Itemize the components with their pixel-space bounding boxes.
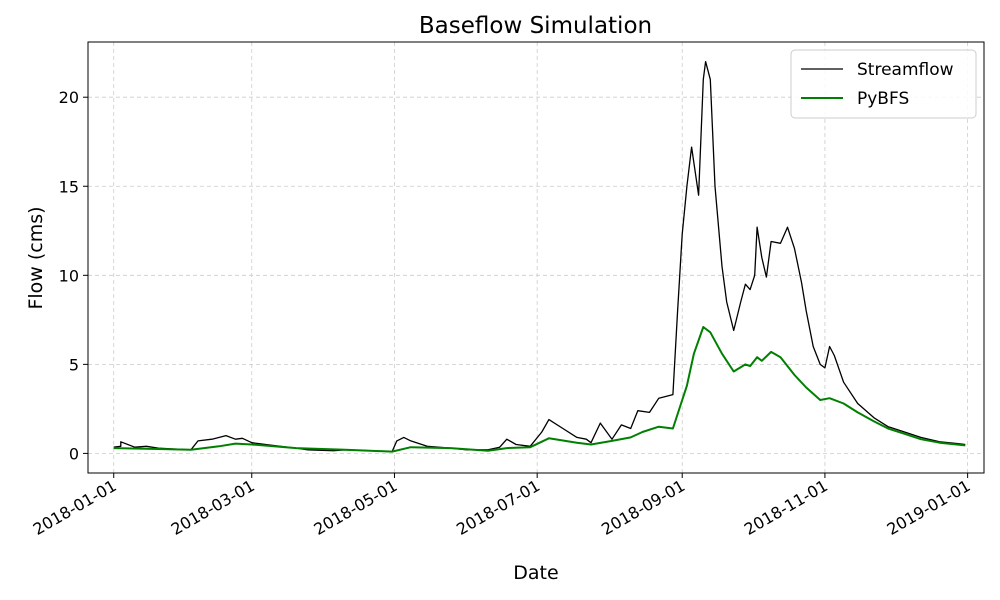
x-tick-label: 2018-09-01 xyxy=(598,476,688,539)
y-tick-label: 10 xyxy=(59,266,79,285)
x-axis-label: Date xyxy=(513,562,558,584)
x-tick-label: 2018-11-01 xyxy=(741,476,831,539)
x-tick-label: 2019-01-01 xyxy=(884,476,974,539)
x-tick-label: 2018-05-01 xyxy=(310,476,400,539)
y-tick-label: 0 xyxy=(69,444,79,463)
y-axis-ticks: 0 5 10 15 20 xyxy=(59,88,88,463)
legend-label-streamflow: Streamflow xyxy=(857,60,954,80)
x-tick-label: 2018-01-01 xyxy=(30,476,120,539)
x-tick-label: 2018-07-01 xyxy=(453,476,543,539)
y-tick-label: 20 xyxy=(59,88,79,107)
y-tick-label: 15 xyxy=(59,177,79,196)
legend-label-pybfs: PyBFS xyxy=(857,89,909,109)
y-axis-label: Flow (cms) xyxy=(25,206,47,309)
legend-box xyxy=(790,49,977,119)
series-line-pybfs xyxy=(113,326,966,453)
chart-title: Baseflow Simulation xyxy=(419,13,652,39)
x-tick-label: 2018-03-01 xyxy=(168,476,258,539)
series-line-streamflow xyxy=(113,60,966,453)
x-axis-ticks: 2018-01-01 2018-03-01 2018-05-01 2018-07-01… xyxy=(30,473,974,539)
plot-area xyxy=(87,41,985,474)
y-tick-label: 5 xyxy=(69,355,79,374)
series-lines xyxy=(113,60,966,453)
legend: Streamflow PyBFS xyxy=(790,49,977,119)
